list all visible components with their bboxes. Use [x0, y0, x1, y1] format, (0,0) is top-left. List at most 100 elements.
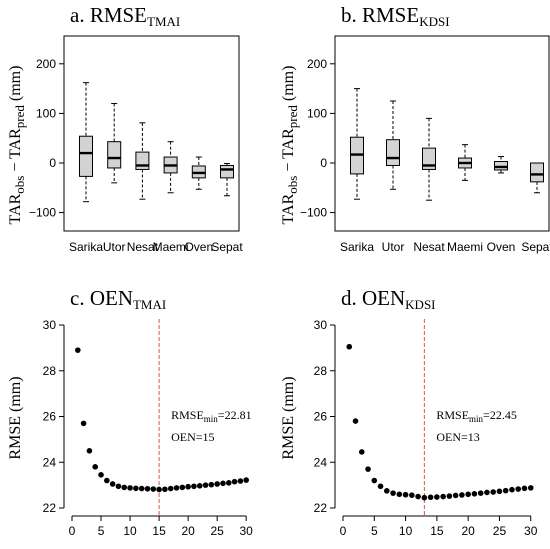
data-point	[465, 491, 471, 498]
panel-1: a. RMSETMAI −100 0 100 200 TARobs − TARpred (…	[7, 3, 243, 254]
data-point	[150, 486, 157, 492]
data-point	[346, 343, 353, 350]
panel-3: c. OENTMAI 22 24 26 28 30 0 5 10 15 20 25 30 RMSE (mm…	[7, 286, 253, 538]
box-utor	[386, 100, 400, 190]
box-utor	[107, 102, 122, 184]
data-point	[390, 490, 396, 496]
x-category-label: Sarika	[340, 240, 374, 254]
box-iqr	[422, 147, 436, 170]
box-sepat	[530, 162, 544, 194]
box-nesat	[135, 122, 150, 200]
box-iqr	[530, 162, 544, 183]
box-maemi	[458, 144, 472, 181]
box-iqr	[79, 135, 93, 177]
x-tick-label: 15	[152, 524, 166, 538]
x-category-label: Nesat	[127, 240, 159, 254]
x-tick-label: 30	[524, 524, 538, 538]
data-point	[402, 491, 409, 498]
data-point	[352, 418, 359, 424]
plot-frame	[63, 35, 240, 232]
x-tick-label: 30	[240, 524, 254, 538]
y-axis-label: RMSE (mm)	[280, 376, 297, 459]
y-tick-label: 26	[43, 410, 57, 424]
x-category-label: Oven	[184, 240, 213, 254]
data-point	[484, 489, 490, 496]
data-point	[440, 493, 446, 500]
box-maemi	[163, 141, 178, 194]
data-point	[92, 464, 99, 470]
x-category-label: Sarika	[69, 240, 103, 254]
data-point	[434, 494, 440, 500]
data-point	[496, 488, 503, 495]
y-axis-label: TARobs − TARpred (mm)	[280, 66, 300, 225]
x-tick-label: 5	[98, 524, 105, 538]
data-point	[515, 486, 522, 492]
data-point	[225, 480, 232, 486]
data-point	[191, 483, 197, 490]
y-tick-label: 24	[43, 455, 57, 469]
box-sepat	[220, 162, 234, 197]
x-tick-label: 10	[123, 524, 137, 538]
y-tick-label: 30	[43, 318, 57, 332]
x-category-label: Utor	[382, 240, 405, 254]
box-iqr	[386, 139, 400, 166]
y-tick-label: 22	[43, 501, 57, 515]
box-oven	[191, 156, 206, 190]
data-point	[371, 477, 378, 484]
data-point	[104, 477, 110, 484]
x-tick-label: 20	[181, 524, 195, 538]
y-tick-label: 100	[307, 106, 327, 120]
box-oven	[494, 156, 508, 174]
data-point	[98, 472, 104, 478]
x-tick-label: 20	[461, 524, 475, 538]
panel-4: d. OENKDSI 22 24 26 28 30 0 5 10 15 20 25 30 RMSE (mm…	[280, 286, 538, 538]
data-point	[509, 486, 515, 493]
x-tick-label: 0	[69, 524, 76, 538]
data-point	[167, 485, 174, 492]
data-point	[452, 492, 459, 499]
annotation-rmse-min: RMSEmin=22.45	[436, 408, 516, 424]
x-tick-label: 0	[340, 524, 347, 538]
x-category-label: Nesat	[413, 240, 445, 254]
y-tick-label: 28	[43, 364, 57, 378]
data-point	[471, 491, 478, 497]
data-point	[80, 420, 87, 427]
data-point	[133, 485, 139, 492]
panel-title: b. RMSEKDSI	[341, 3, 450, 29]
annotation-rmse-min: RMSEmin=22.81	[171, 408, 251, 424]
box-iqr	[135, 151, 150, 170]
data-point	[156, 486, 162, 493]
y-tick-label: 30	[314, 318, 328, 332]
panel-title: c. OENTMAI	[70, 286, 166, 312]
panel-title: d. OENKDSI	[341, 286, 436, 312]
data-point	[427, 494, 434, 501]
data-point	[86, 448, 93, 454]
data-point	[231, 478, 238, 485]
data-point	[185, 483, 191, 490]
panel-2: b. RMSEKDSI −100 0 100 200 TARobs − TARpred (…	[280, 3, 550, 254]
annotation-oen: OEN=15	[171, 430, 214, 444]
x-tick-label: 10	[399, 524, 413, 538]
x-category-label: Maemi	[153, 240, 189, 254]
data-point	[446, 493, 453, 499]
x-category-label: Utor	[103, 240, 126, 254]
x-tick-label: 5	[371, 524, 378, 538]
data-point	[490, 489, 496, 495]
data-point	[115, 483, 122, 490]
data-point	[527, 485, 534, 491]
y-tick-label: 0	[320, 156, 327, 170]
box-nesat	[422, 117, 436, 201]
data-point	[202, 482, 209, 488]
x-category-label: Maemi	[447, 240, 483, 254]
box-sarika	[350, 88, 364, 200]
data-point	[396, 491, 403, 498]
y-tick-label: 200	[36, 57, 56, 71]
y-tick-label: 26	[314, 410, 328, 424]
x-category-label: Oven	[487, 240, 516, 254]
x-category-label: Sepat	[521, 240, 550, 254]
y-tick-label: −100	[300, 206, 327, 220]
x-tick-label: 25	[493, 524, 507, 538]
y-axis-label: TARobs − TARpred (mm)	[7, 66, 27, 225]
data-point	[109, 481, 116, 487]
y-tick-label: 28	[314, 364, 328, 378]
